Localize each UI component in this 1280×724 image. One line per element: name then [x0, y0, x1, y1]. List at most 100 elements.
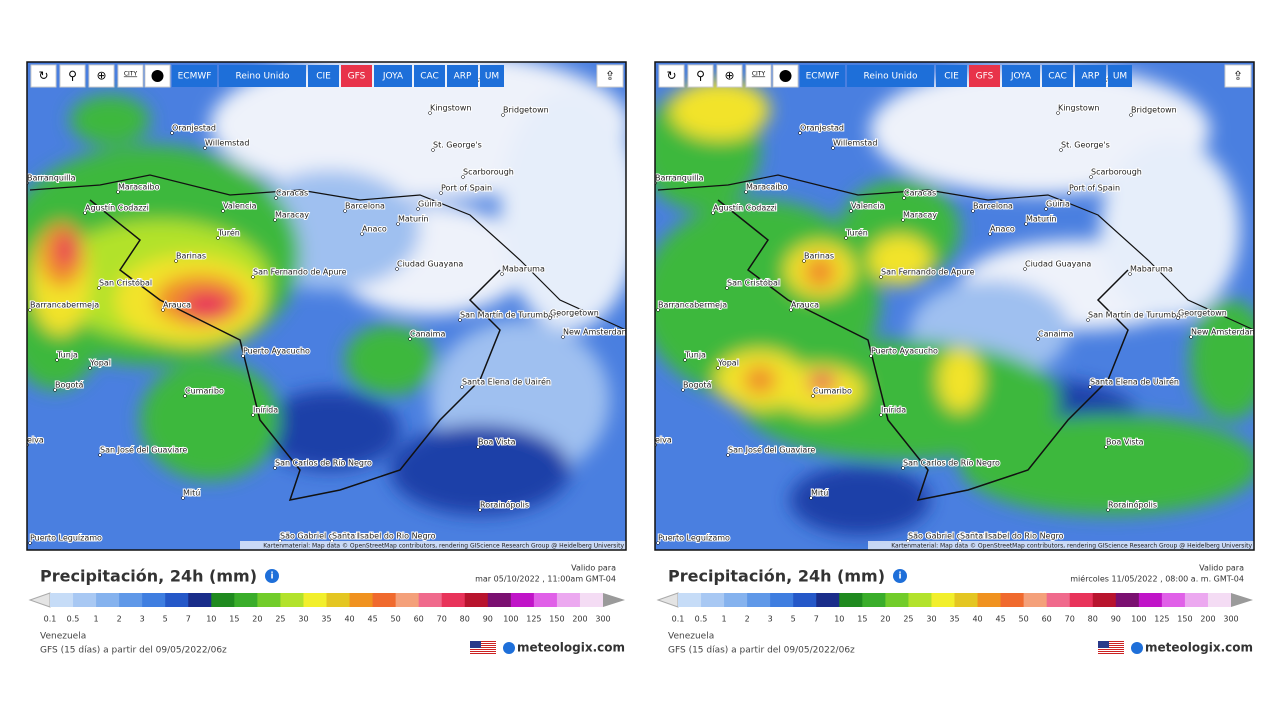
region: Venezuela: [40, 632, 86, 642]
city-label: Barrancabermeja: [658, 301, 727, 310]
scale-swatch: [579, 593, 604, 607]
scale-swatch: [954, 593, 979, 607]
city-label: Canaima: [410, 330, 445, 339]
scale-swatch: [977, 593, 1002, 607]
city-dot: [1176, 316, 1180, 320]
model-button[interactable]: [847, 65, 934, 87]
city-dot: [879, 413, 883, 417]
city-label: Port of Spain: [441, 184, 492, 193]
map: astriesKingstownBridgetownOranjestadWill…: [655, 62, 1254, 550]
tool-button[interactable]: [59, 64, 86, 88]
panel: astriesKingstownBridgetownOranjestadWill…: [26, 61, 630, 656]
city-dot: [501, 113, 505, 117]
scale-swatch: [165, 593, 189, 607]
tool-icon: ⚲: [68, 69, 77, 83]
city-dot: [251, 275, 255, 279]
model-button[interactable]: [800, 65, 845, 87]
scale-swatch: [418, 593, 443, 607]
scale-high: [603, 593, 625, 607]
flag-stripe: [1098, 651, 1124, 652]
precip-area: [70, 95, 150, 145]
city-label: Puerto Leguízamo: [30, 534, 102, 543]
scale-label: 7: [814, 615, 819, 624]
city-label: Scarborough: [1091, 168, 1142, 177]
city-dot: [460, 385, 464, 389]
scale-label: 15: [857, 615, 867, 624]
scale-label: 10: [834, 615, 844, 624]
city-label: Oranjestad: [800, 124, 844, 133]
precip-area: [260, 390, 400, 470]
model-button[interactable]: [447, 65, 478, 87]
city-dot: [478, 508, 482, 512]
city-label: Kingstown: [430, 104, 471, 113]
scale-label: 300: [1223, 615, 1238, 624]
flag-stripe: [1098, 647, 1124, 648]
scale-label: 150: [549, 615, 564, 624]
precip-area: [938, 348, 982, 412]
scale-swatch: [372, 593, 397, 607]
tool-button[interactable]: [88, 64, 115, 88]
city-dot: [53, 388, 57, 392]
city-dot: [83, 211, 87, 215]
city-dot: [396, 222, 400, 226]
city-label: San Martín de Turumbán: [1088, 311, 1186, 320]
share-button[interactable]: [596, 64, 624, 88]
model-label: Reino Unido: [864, 72, 918, 82]
scale-label: 40: [344, 615, 354, 624]
city-label: Barinas: [176, 252, 206, 261]
tool-button[interactable]: [658, 64, 685, 88]
city-dot: [181, 496, 185, 500]
city-dot: [811, 394, 815, 398]
precip-area: [345, 325, 435, 395]
share-button[interactable]: [1224, 64, 1252, 88]
scale-swatch: [1092, 593, 1117, 607]
scale-label: 20: [880, 615, 890, 624]
model-button[interactable]: [1075, 65, 1106, 87]
precip-area: [183, 291, 231, 319]
city-dot: [203, 146, 207, 150]
model-button[interactable]: [374, 65, 412, 87]
model-button[interactable]: [1002, 65, 1040, 87]
scale-swatch: [1069, 593, 1094, 607]
precip-area: [744, 366, 776, 394]
model-button[interactable]: [172, 65, 217, 87]
city-label: Bridgetown: [503, 106, 549, 115]
model-button[interactable]: [1108, 65, 1132, 87]
model-button[interactable]: [936, 65, 967, 87]
city-label: Inírida: [881, 406, 906, 415]
model-button[interactable]: [219, 65, 306, 87]
scale-swatch: [73, 593, 97, 607]
tool-button[interactable]: [745, 64, 772, 88]
scale-label: 25: [903, 615, 913, 624]
model-button[interactable]: [480, 65, 504, 87]
scale-label: 7: [186, 615, 191, 624]
scale-label: 70: [1065, 615, 1075, 624]
tool-button[interactable]: [30, 64, 57, 88]
model-button[interactable]: [1042, 65, 1073, 87]
region: Venezuela: [668, 632, 714, 642]
city-label: Arauca: [163, 301, 191, 310]
model-label: GFS: [976, 72, 994, 82]
model-button[interactable]: [414, 65, 445, 87]
city-label: New Amsterdam: [563, 328, 630, 337]
tool-button[interactable]: [687, 64, 714, 88]
city-dot: [901, 218, 905, 222]
flag: [470, 641, 496, 654]
tool-button[interactable]: [716, 64, 743, 88]
model-button[interactable]: [308, 65, 339, 87]
info-icon[interactable]: [893, 569, 907, 583]
city-label: Bogotá: [55, 381, 83, 390]
city-dot: [28, 308, 32, 312]
model-label: GFS: [348, 72, 366, 82]
city-label: San Carlos de Río Negro: [275, 459, 372, 468]
city-dot: [789, 308, 793, 312]
tool-button[interactable]: [117, 64, 144, 88]
scale-swatch: [908, 593, 932, 607]
model-button[interactable]: [969, 65, 1000, 87]
model-button[interactable]: [341, 65, 372, 87]
info-icon[interactable]: [265, 569, 279, 583]
city-label: Inírida: [253, 406, 278, 415]
city-dot: [458, 318, 462, 322]
city-label: San Fernando de Apure: [881, 268, 975, 277]
